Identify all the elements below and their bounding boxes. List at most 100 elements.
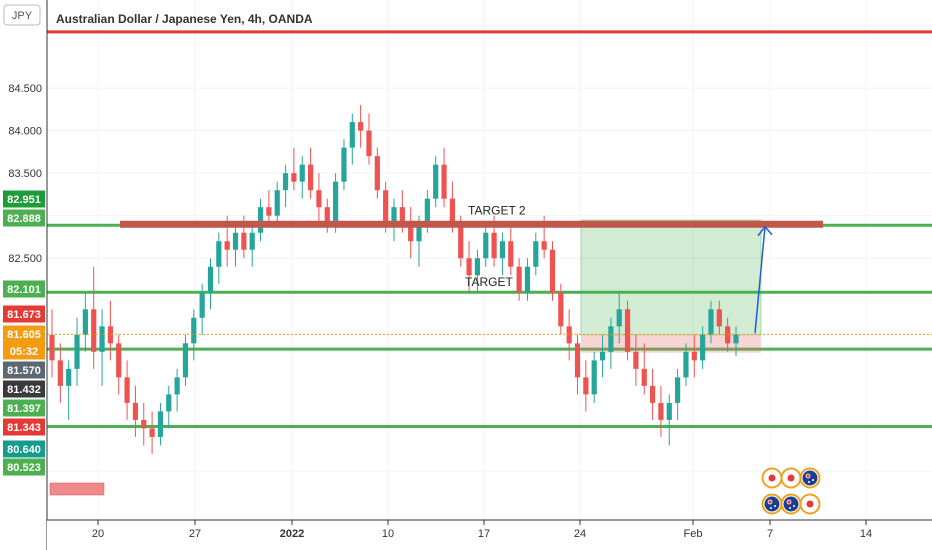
candle-body [316, 190, 322, 208]
candle-body [307, 164, 314, 191]
target-label: TARGET [465, 275, 513, 289]
jp-flag-icon[interactable] [761, 467, 783, 489]
candle-body [191, 317, 197, 344]
candle-body [257, 207, 264, 233]
au-flag-icon[interactable] [780, 493, 802, 515]
candle-body [349, 122, 355, 148]
price-label: 81.397 [7, 403, 41, 415]
candle-body [299, 164, 305, 182]
y-tick-label: 83.500 [8, 168, 42, 180]
jp-flag-icon[interactable] [780, 467, 802, 489]
candle-body [216, 241, 222, 267]
candle-body [116, 343, 122, 378]
candle-body [57, 360, 63, 386]
candle-body [391, 207, 397, 225]
candle-body [408, 224, 414, 242]
candle-body [599, 351, 606, 361]
candle-body [99, 326, 105, 352]
candle-body [124, 377, 130, 403]
candle-body [566, 326, 572, 344]
candle-body [549, 249, 556, 293]
candle-body [524, 266, 531, 293]
price-label-box [3, 190, 45, 208]
candle-body [449, 198, 455, 225]
price-label-box [3, 399, 45, 417]
candle-body [474, 258, 481, 276]
symbol-badge[interactable]: JPY [3, 4, 41, 26]
candle-body [149, 428, 155, 437]
x-tick-label: 2022 [280, 528, 304, 540]
price-label: 81.570 [7, 365, 41, 377]
candle-body [733, 334, 739, 344]
candle-body [174, 377, 180, 395]
candle-body [358, 122, 364, 131]
candle-body [616, 309, 622, 327]
price-label-box [3, 209, 45, 227]
candle-body [324, 207, 330, 225]
price-label-box [3, 418, 45, 436]
y-tick-label: 82.500 [8, 253, 42, 265]
candle-body [541, 241, 547, 250]
candle-body [141, 419, 147, 429]
small-marker [49, 482, 105, 496]
candle-body [649, 385, 656, 403]
candle-body [74, 334, 80, 369]
y-tick-label: 84.000 [8, 126, 42, 138]
candle-body [333, 181, 339, 225]
candle-body [383, 190, 389, 225]
au-flag-icon[interactable] [799, 467, 821, 489]
target-2-label: TARGET 2 [468, 204, 526, 218]
x-tick-label: 27 [189, 528, 201, 540]
candle-body [366, 130, 372, 157]
candle-body [132, 402, 139, 420]
candle-body [583, 377, 589, 395]
x-tick-label: 10 [382, 528, 394, 540]
x-tick-label: 14 [860, 528, 872, 540]
price-label-box [3, 280, 45, 298]
au-flag-icon[interactable] [761, 493, 783, 515]
candle-body [608, 326, 614, 352]
candle-body [107, 326, 113, 344]
candle-body [399, 207, 405, 225]
x-tick-label: 20 [92, 528, 104, 540]
candle-body [716, 309, 722, 327]
jp-flag-icon[interactable] [799, 493, 821, 515]
candle-body [666, 402, 672, 420]
x-tick-label: Feb [684, 528, 703, 540]
candle-body [633, 351, 639, 369]
candle-body [66, 368, 72, 386]
candle-body [282, 173, 289, 191]
candle-body [274, 190, 280, 216]
candle-body [558, 292, 564, 327]
candle-body [483, 232, 489, 259]
price-label: 81.605 [7, 329, 41, 341]
price-label-box [3, 458, 45, 476]
candle-body [341, 147, 347, 182]
price-label: 82.101 [7, 284, 41, 296]
candle-body [249, 232, 255, 250]
price-label: 81.432 [7, 384, 41, 396]
candle-body [182, 343, 189, 378]
candle-body [291, 173, 297, 182]
price-label-box [3, 440, 45, 458]
candle-body [591, 360, 597, 395]
candle-body [658, 402, 664, 420]
candle-body [466, 258, 472, 276]
candle-body [708, 309, 714, 335]
candle-body [199, 292, 205, 318]
symbol-badge-text: JPY [12, 10, 33, 22]
candle-body [232, 232, 239, 250]
candle-body [700, 334, 706, 361]
price-label-box [3, 342, 45, 360]
candle-body [675, 377, 681, 403]
price-label-box [3, 305, 45, 323]
price-label: 82.951 [7, 194, 41, 206]
price-labels: 82.951 82.888 82.101 81.673 81.605 05:32 81.57… [3, 190, 45, 476]
candle-body [82, 309, 88, 335]
price-label-box [3, 325, 45, 343]
x-tick-label: 24 [574, 528, 586, 540]
candle-body [574, 343, 581, 378]
price-label: 80.523 [7, 462, 41, 474]
price-label: 81.673 [7, 309, 41, 321]
